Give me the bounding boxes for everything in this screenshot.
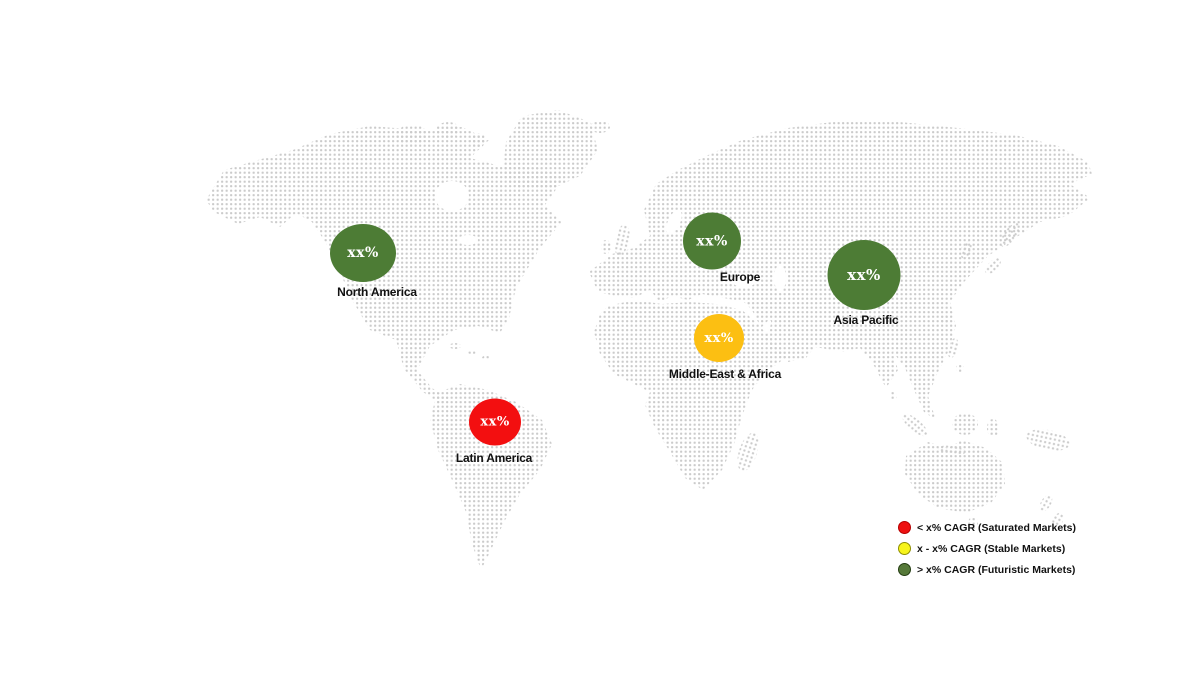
black-sea bbox=[732, 275, 756, 287]
sri-lanka bbox=[889, 391, 897, 401]
label-middle-east-africa: Middle-East & Africa bbox=[668, 367, 782, 381]
label-asia-pacific: Asia Pacific bbox=[833, 313, 899, 327]
great-britain bbox=[614, 224, 630, 256]
madagascar bbox=[737, 432, 759, 472]
arctic-island bbox=[436, 122, 460, 138]
cagr-legend: < x% CAGR (Saturated Markets) x - x% CAG… bbox=[898, 521, 1076, 584]
sumatra bbox=[902, 413, 928, 437]
japan bbox=[1000, 223, 1020, 247]
philippines-south bbox=[956, 364, 964, 372]
label-latin-america: Latin America bbox=[455, 451, 533, 465]
arctic-island bbox=[470, 133, 486, 147]
label-europe: Europe bbox=[719, 270, 761, 284]
bubble-latin-america: xx% bbox=[469, 398, 521, 446]
sulawesi bbox=[987, 419, 999, 437]
borneo bbox=[952, 413, 978, 435]
ireland bbox=[601, 240, 611, 254]
japan-south bbox=[985, 258, 1001, 274]
caspian-sea bbox=[774, 265, 786, 291]
landmass-africa bbox=[594, 300, 788, 490]
saturated-markets-dot-icon bbox=[898, 521, 911, 534]
new-guinea bbox=[1026, 429, 1070, 451]
bubble-europe: xx% bbox=[683, 212, 741, 270]
futuristic-markets-dot-icon bbox=[898, 563, 911, 576]
sakhalin bbox=[1028, 184, 1036, 208]
bubble-asia-pacific: xx% bbox=[827, 240, 901, 310]
new-zealand-south bbox=[1052, 512, 1064, 528]
landmass-australia bbox=[905, 440, 1005, 513]
taiwan bbox=[941, 315, 949, 325]
baltic-sea bbox=[666, 209, 682, 235]
stable-markets-dot-icon bbox=[898, 542, 911, 555]
tasmania bbox=[968, 517, 978, 529]
new-zealand-north bbox=[1039, 494, 1053, 512]
caribbean-island bbox=[468, 349, 476, 355]
legend-label-futuristic: > x% CAGR (Futuristic Markets) bbox=[917, 563, 1076, 576]
bubble-north-america: xx% bbox=[330, 224, 396, 282]
landmass-greenland bbox=[502, 110, 598, 190]
iceland bbox=[590, 121, 610, 133]
label-north-america: North America bbox=[337, 285, 417, 299]
legend-label-saturated: < x% CAGR (Saturated Markets) bbox=[917, 521, 1077, 534]
korea bbox=[960, 241, 972, 259]
legend-row-saturated: < x% CAGR (Saturated Markets) bbox=[898, 521, 1076, 534]
legend-label-stable: x - x% CAGR (Stable Markets) bbox=[917, 542, 1066, 555]
legend-row-futuristic: > x% CAGR (Futuristic Markets) bbox=[898, 563, 1076, 576]
landmass-south-america bbox=[430, 384, 552, 570]
hudson-bay bbox=[435, 181, 469, 211]
legend-row-stable: x - x% CAGR (Stable Markets) bbox=[898, 542, 1076, 555]
caribbean-island bbox=[449, 343, 461, 349]
bubble-middle-east-africa: xx% bbox=[694, 314, 744, 362]
caribbean-island bbox=[482, 355, 490, 361]
philippines bbox=[947, 338, 959, 358]
arctic-island bbox=[396, 125, 428, 145]
great-lakes bbox=[458, 235, 478, 245]
